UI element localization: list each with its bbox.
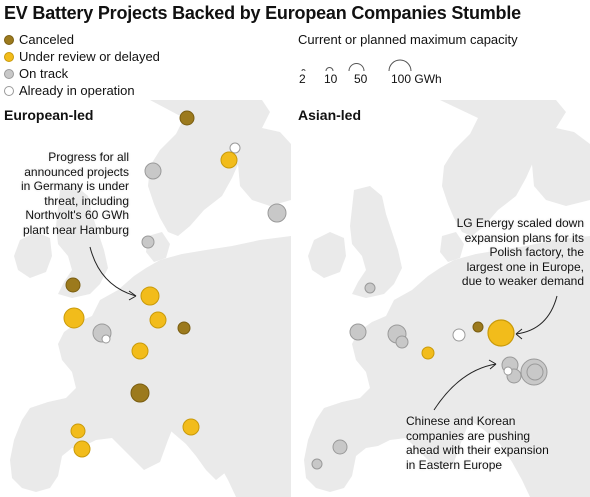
land-scandinavia: [148, 100, 270, 236]
annotation-line: in Germany is under: [20, 179, 129, 193]
legend-label-on-track: On track: [19, 66, 69, 81]
capacity-label-50: 50: [354, 72, 368, 86]
annotation-arrow-germany: [89, 246, 137, 297]
land-denmark-2: [440, 232, 464, 262]
annotation-line: threat, including: [44, 193, 129, 208]
page-title: EV Battery Projects Backed by European C…: [4, 3, 521, 23]
legend-label-operating: Already in operation: [19, 83, 135, 98]
on-track-dot-icon: [4, 68, 14, 79]
project-bubble: [149, 311, 167, 329]
project-bubble: [140, 286, 160, 306]
legend-item-under-review: Under review or delayed: [4, 48, 160, 65]
bubbles-asian: [311, 282, 548, 470]
capacity-arc-10: [325, 67, 334, 72]
annotation-arrow-lg: [515, 295, 558, 335]
project-bubble: [267, 203, 287, 223]
project-bubble: [141, 235, 155, 249]
project-bubble: [220, 151, 238, 169]
legend-item-operating: Already in operation: [4, 82, 160, 99]
legend-item-canceled: Canceled: [4, 31, 160, 48]
panel-title-asian: Asian-led: [298, 107, 362, 123]
project-bubble: [73, 440, 91, 458]
capacity-arc-2: [301, 69, 306, 72]
map-asian: [295, 100, 590, 497]
annotation-line: LG Energy scaled down: [456, 216, 584, 230]
land-ireland: [14, 232, 52, 278]
legend-item-on-track: On track: [4, 65, 160, 82]
capacity-scale-arcs: [301, 59, 412, 72]
land-uk: [56, 186, 108, 298]
canceled-dot-icon: [4, 34, 14, 45]
project-bubble: [177, 321, 191, 335]
annotation-line: Chinese and Korean: [406, 414, 516, 428]
project-bubble: [503, 366, 513, 376]
project-bubble: [131, 342, 149, 360]
legend-label-canceled: Canceled: [19, 32, 74, 47]
annotation-line: Polish factory, the: [489, 245, 585, 259]
capacity-arc-100: [388, 59, 412, 72]
capacity-arc-50: [348, 63, 365, 72]
capacity-label-100: 100 GWh: [391, 72, 442, 86]
legend-label-under-review: Under review or delayed: [19, 49, 160, 64]
project-bubble: [63, 307, 85, 329]
land-scandinavia-2: [440, 100, 566, 236]
land-finland-2: [532, 128, 590, 206]
annotation-line: companies are pushing: [406, 428, 531, 443]
land-ireland-2: [308, 232, 346, 278]
project-bubble: [70, 423, 86, 439]
annotation-eastern-europe: Chinese and Korean companies are pushing…: [406, 414, 586, 472]
capacity-legend-title: Current or planned maximum capacity: [298, 32, 518, 47]
annotation-line: Northvolt's 60 GWh: [25, 208, 129, 222]
project-bubble: [182, 418, 200, 436]
arrowhead-eastern: [488, 359, 497, 370]
arrowhead-lg: [515, 328, 523, 340]
annotation-line: plant near Hamburg: [22, 222, 129, 237]
operating-dot-icon: [4, 85, 14, 96]
maps-container: [0, 100, 590, 497]
annotation-line: ahead with their expansion: [406, 443, 549, 457]
project-bubble: [526, 363, 544, 381]
annotation-line: announced projects: [24, 164, 129, 179]
project-bubble: [472, 321, 484, 333]
project-bubble: [311, 458, 323, 470]
project-bubble: [421, 346, 435, 360]
project-bubble: [332, 439, 348, 455]
project-bubble: [65, 277, 81, 293]
project-bubble: [349, 323, 367, 341]
arrowhead-germany: [128, 290, 137, 301]
project-bubble: [144, 162, 162, 180]
project-bubble: [487, 319, 515, 347]
annotation-arrow-eastern: [433, 363, 497, 411]
under-review-dot-icon: [4, 51, 14, 62]
project-bubble: [395, 335, 409, 349]
annotation-line: due to weaker demand: [461, 274, 584, 288]
project-bubble: [452, 328, 466, 342]
project-bubble: [101, 334, 111, 344]
land-mainland-2: [304, 236, 590, 497]
land-corsica: [150, 428, 158, 448]
project-bubble: [179, 110, 195, 126]
bubbles-european: [63, 110, 287, 458]
annotation-line: in Eastern Europe: [406, 457, 503, 472]
annotation-line: expansion plans for its: [464, 230, 584, 245]
land-italy: [152, 396, 226, 480]
land-uk-2: [350, 186, 402, 298]
project-bubble: [229, 142, 241, 154]
project-bubble: [130, 383, 150, 403]
annotation-germany: Progress for all announced projects in G…: [4, 150, 129, 237]
annotation-line: Progress for all: [48, 150, 129, 164]
panel-title-european: European-led: [4, 107, 94, 123]
annotation-lg-energy: LG Energy scaled down expansion plans fo…: [428, 216, 584, 289]
land-finland: [238, 128, 291, 206]
capacity-label-10: 10: [324, 72, 338, 86]
annotation-line: largest one in Europe,: [466, 259, 584, 274]
project-bubble: [364, 282, 376, 294]
status-legend: Canceled Under review or delayed On trac…: [4, 31, 160, 99]
capacity-label-2: 2: [299, 72, 306, 86]
